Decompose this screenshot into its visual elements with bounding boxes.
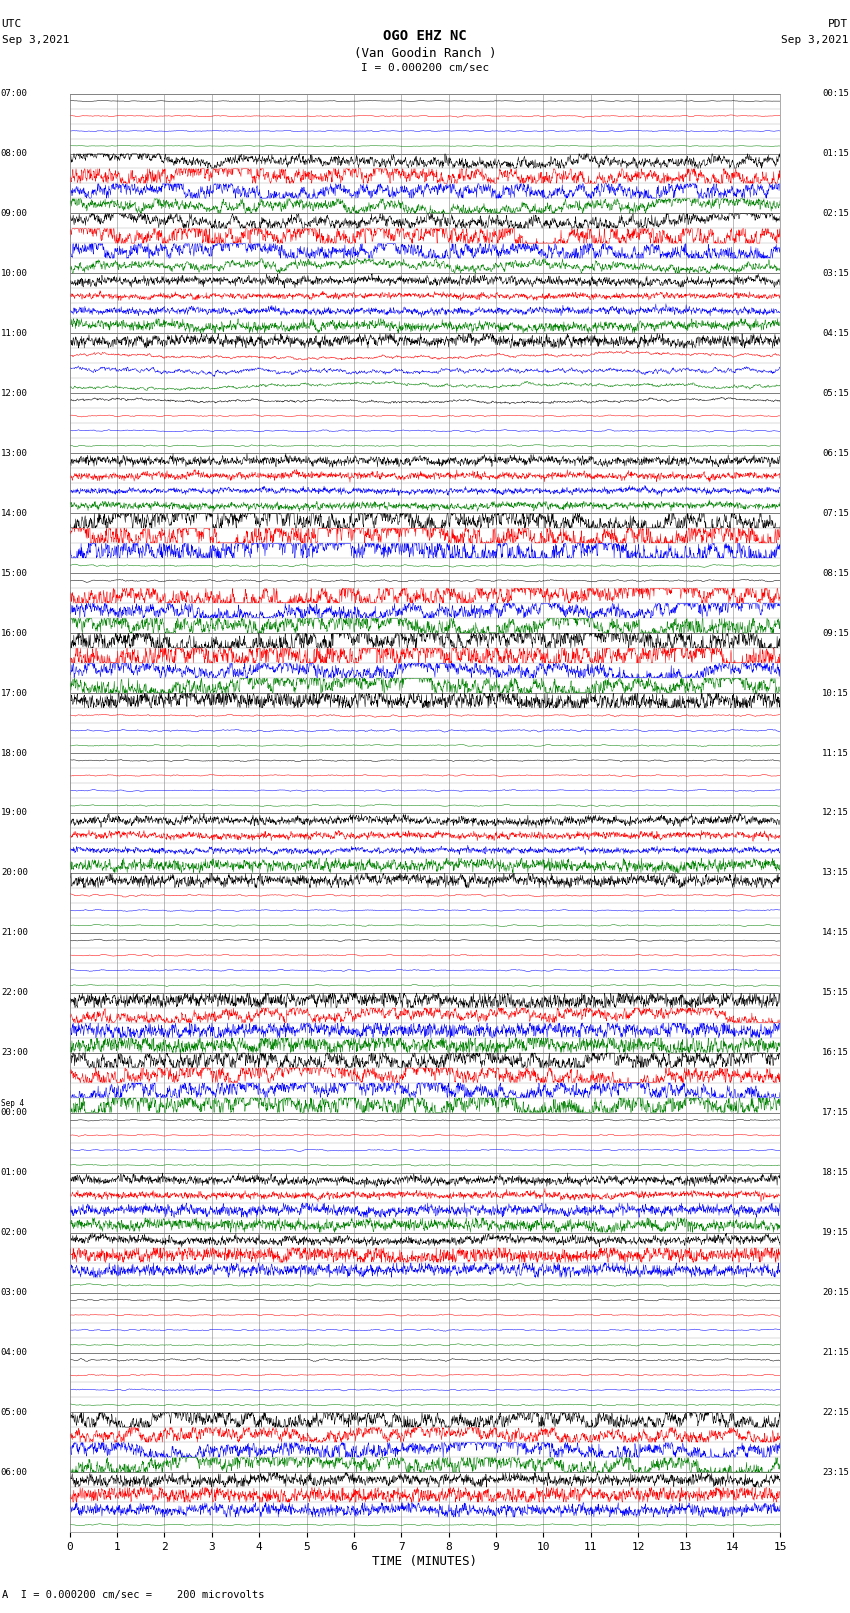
Text: 05:00: 05:00 bbox=[1, 1408, 28, 1416]
Text: 09:00: 09:00 bbox=[1, 210, 28, 218]
Text: 13:00: 13:00 bbox=[1, 448, 28, 458]
Text: 20:15: 20:15 bbox=[822, 1289, 849, 1297]
Text: 03:15: 03:15 bbox=[822, 269, 849, 277]
Text: 11:00: 11:00 bbox=[1, 329, 28, 337]
Text: OGO EHZ NC: OGO EHZ NC bbox=[383, 29, 467, 44]
Text: 05:15: 05:15 bbox=[822, 389, 849, 398]
Text: 22:00: 22:00 bbox=[1, 989, 28, 997]
Text: 15:00: 15:00 bbox=[1, 569, 28, 577]
Text: A  I = 0.000200 cm/sec =    200 microvolts: A I = 0.000200 cm/sec = 200 microvolts bbox=[2, 1590, 264, 1600]
Text: 15:15: 15:15 bbox=[822, 989, 849, 997]
Text: 07:15: 07:15 bbox=[822, 508, 849, 518]
Text: 07:00: 07:00 bbox=[1, 89, 28, 98]
Text: 01:00: 01:00 bbox=[1, 1168, 28, 1177]
Text: 01:15: 01:15 bbox=[822, 148, 849, 158]
Text: I = 0.000200 cm/sec: I = 0.000200 cm/sec bbox=[361, 63, 489, 73]
Text: Sep 3,2021: Sep 3,2021 bbox=[2, 35, 69, 45]
Text: 00:15: 00:15 bbox=[822, 89, 849, 98]
Text: 10:15: 10:15 bbox=[822, 689, 849, 697]
Text: 22:15: 22:15 bbox=[822, 1408, 849, 1416]
Text: 17:15: 17:15 bbox=[822, 1108, 849, 1118]
Text: 12:15: 12:15 bbox=[822, 808, 849, 818]
Text: Sep 3,2021: Sep 3,2021 bbox=[781, 35, 848, 45]
Text: 02:15: 02:15 bbox=[822, 210, 849, 218]
Text: 09:15: 09:15 bbox=[822, 629, 849, 637]
Text: 19:00: 19:00 bbox=[1, 808, 28, 818]
Text: 23:15: 23:15 bbox=[822, 1468, 849, 1478]
Text: 13:15: 13:15 bbox=[822, 868, 849, 877]
Text: 18:00: 18:00 bbox=[1, 748, 28, 758]
Text: PDT: PDT bbox=[828, 19, 848, 29]
Text: UTC: UTC bbox=[2, 19, 22, 29]
Text: 16:00: 16:00 bbox=[1, 629, 28, 637]
Text: 18:15: 18:15 bbox=[822, 1168, 849, 1177]
Text: 10:00: 10:00 bbox=[1, 269, 28, 277]
X-axis label: TIME (MINUTES): TIME (MINUTES) bbox=[372, 1555, 478, 1568]
Text: 11:15: 11:15 bbox=[822, 748, 849, 758]
Text: 20:00: 20:00 bbox=[1, 868, 28, 877]
Text: 03:00: 03:00 bbox=[1, 1289, 28, 1297]
Text: 16:15: 16:15 bbox=[822, 1048, 849, 1057]
Text: Sep 4: Sep 4 bbox=[1, 1098, 24, 1108]
Text: 06:00: 06:00 bbox=[1, 1468, 28, 1478]
Text: 02:00: 02:00 bbox=[1, 1227, 28, 1237]
Text: (Van Goodin Ranch ): (Van Goodin Ranch ) bbox=[354, 47, 496, 60]
Text: 14:15: 14:15 bbox=[822, 929, 849, 937]
Text: 23:00: 23:00 bbox=[1, 1048, 28, 1057]
Text: 08:00: 08:00 bbox=[1, 148, 28, 158]
Text: 17:00: 17:00 bbox=[1, 689, 28, 697]
Text: 00:00: 00:00 bbox=[1, 1108, 28, 1118]
Text: 21:00: 21:00 bbox=[1, 929, 28, 937]
Text: 21:15: 21:15 bbox=[822, 1348, 849, 1357]
Text: 04:00: 04:00 bbox=[1, 1348, 28, 1357]
Text: 14:00: 14:00 bbox=[1, 508, 28, 518]
Text: 12:00: 12:00 bbox=[1, 389, 28, 398]
Text: 19:15: 19:15 bbox=[822, 1227, 849, 1237]
Text: 04:15: 04:15 bbox=[822, 329, 849, 337]
Text: 06:15: 06:15 bbox=[822, 448, 849, 458]
Text: 08:15: 08:15 bbox=[822, 569, 849, 577]
